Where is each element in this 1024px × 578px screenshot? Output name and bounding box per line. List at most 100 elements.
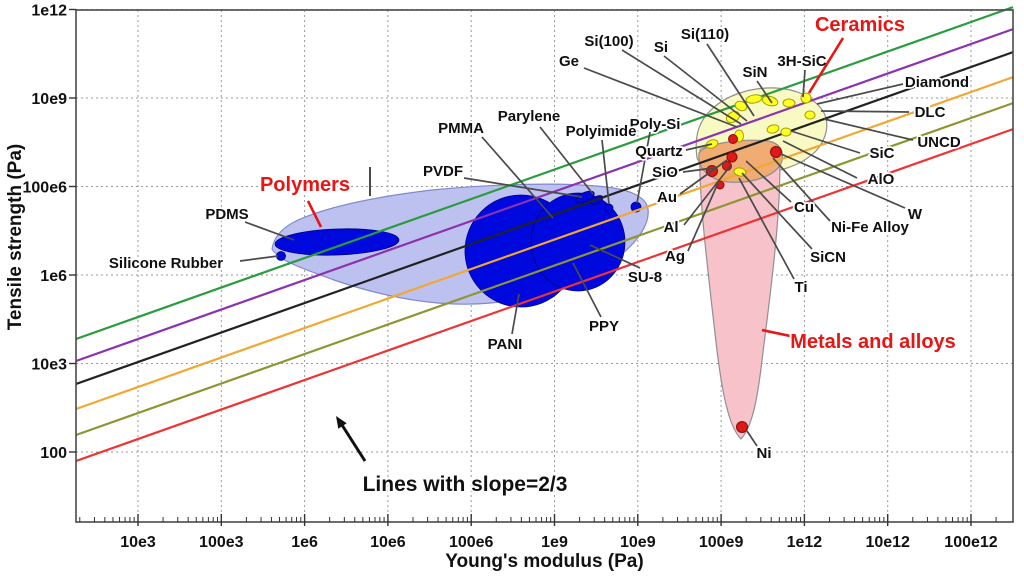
leader-line-sic xyxy=(790,130,861,154)
metal-marker xyxy=(728,134,738,144)
slope-guide-line-2 xyxy=(75,51,1014,386)
y-tick-label: 1e12 xyxy=(31,3,67,20)
x-tick-label: 100e6 xyxy=(449,534,494,551)
y-tick-label: 100e6 xyxy=(23,180,68,197)
material-label-ppy: PPY xyxy=(589,318,619,335)
material-label-w: W xyxy=(908,206,923,223)
x-tick-label: 1e12 xyxy=(787,534,823,551)
y-tick-label: 1e6 xyxy=(40,268,67,285)
slope-guide-line-4 xyxy=(75,102,1014,437)
leader-line-quartz xyxy=(685,143,713,151)
x-axis-title: Young's modulus (Pa) xyxy=(445,551,644,572)
material-label-sio: SiO xyxy=(652,164,678,181)
metal-marker xyxy=(736,421,748,433)
material-label-uncd: UNCD xyxy=(917,134,960,151)
leader-line-ppy xyxy=(572,262,602,318)
ceramic-marker xyxy=(780,127,792,137)
material-label-su-8: SU-8 xyxy=(628,269,662,286)
material-label-pmma: PMMA xyxy=(438,120,484,137)
leader-line-ag xyxy=(687,182,719,252)
x-tick-label: 1e6 xyxy=(291,534,318,551)
region-label-ceramics: Ceramics xyxy=(815,14,905,36)
x-tick-label: 100e9 xyxy=(699,534,744,551)
material-label-si-100: Si(100) xyxy=(584,33,633,50)
region-label-metals-and-alloys: Metals and alloys xyxy=(790,331,956,353)
x-tick-label: 10e12 xyxy=(865,534,910,551)
slope-annotation-arrow-shaft xyxy=(340,424,367,462)
material-label-pvdf: PVDF xyxy=(423,163,463,180)
ceramic-marker xyxy=(766,124,780,134)
slope-annotation-text: Lines with slope=2/3 xyxy=(363,473,568,496)
material-label-ge: Ge xyxy=(559,53,579,70)
metal-marker xyxy=(726,151,738,163)
axis-frame xyxy=(75,9,1014,523)
region-leader-line xyxy=(761,328,796,339)
material-label-ni: Ni xyxy=(757,445,772,462)
leader-line-ti xyxy=(738,177,795,280)
leader-line-pdms xyxy=(244,221,295,241)
material-label-al: Al xyxy=(664,219,679,236)
material-label-polyimide: Polyimide xyxy=(566,123,637,140)
leader-line-dlc xyxy=(820,110,910,113)
leader-line-ni xyxy=(746,430,758,447)
region-leader-line xyxy=(306,200,323,228)
material-label-silicone-rubber: Silicone Rubber xyxy=(109,255,223,272)
material-label-3h-sic: 3H-SiC xyxy=(777,53,826,70)
leader-line-diamond xyxy=(816,83,904,105)
leader-line-pani xyxy=(511,293,520,335)
leader-line-poly-si xyxy=(636,131,651,204)
region-label-polymers: Polymers xyxy=(260,174,350,196)
material-label-parylene: Parylene xyxy=(498,108,561,125)
material-label-pdms: PDMS xyxy=(205,206,248,223)
leader-line-su-8 xyxy=(589,244,641,269)
ceramic-marker xyxy=(734,100,748,112)
leader-line-w xyxy=(780,153,906,209)
x-tick-label: 1e9 xyxy=(541,534,568,551)
leader-line-alo xyxy=(782,140,858,179)
metal-marker xyxy=(770,146,782,158)
slope-annotation-arrow-head xyxy=(336,416,347,429)
leader-line-pmma xyxy=(481,136,554,219)
leader-line-sio xyxy=(682,167,714,173)
leader-line-parylene xyxy=(539,126,594,195)
slope-guide-line-0 xyxy=(75,6,1014,341)
y-tick-label: 10e3 xyxy=(31,357,67,374)
ceramic-marker xyxy=(782,98,796,108)
leader-line-3h-sic xyxy=(802,69,806,98)
y-axis-title: Tensile strength (Pa) xyxy=(5,143,26,331)
ceramic-marker xyxy=(745,94,763,104)
polymer-marker xyxy=(575,190,595,204)
material-label-ti: Ti xyxy=(794,279,807,296)
material-label-si-110: Si(110) xyxy=(681,26,729,43)
material-label-cu: Cu xyxy=(794,199,814,216)
leader-line-cu xyxy=(745,160,792,203)
slope-guide-line-3 xyxy=(75,76,1014,411)
leader-line-si-100 xyxy=(621,49,742,125)
material-label-poly-si: Poly-Si xyxy=(630,116,681,133)
region-leader-line xyxy=(807,37,845,94)
material-label-sicn: SiCN xyxy=(810,249,846,266)
x-tick-label: 10e3 xyxy=(120,534,156,551)
leader-line-silicone-rubber xyxy=(239,255,279,262)
material-label-dlc: DLC xyxy=(915,104,946,121)
leader-line-pvdf xyxy=(463,177,583,198)
x-tick-label: 100e12 xyxy=(944,534,997,551)
material-label-sin: SiN xyxy=(742,64,767,81)
material-label-alo: AlO xyxy=(868,171,895,188)
leader-line-au xyxy=(679,159,728,195)
material-label-pani: PANI xyxy=(488,336,523,353)
slope-guide-line-1 xyxy=(75,28,1014,363)
material-label-ag: Ag xyxy=(665,248,685,265)
ceramic-marker xyxy=(804,110,816,120)
y-tick-label: 10e9 xyxy=(31,91,67,108)
leader-line-sicn xyxy=(741,172,813,250)
leader-line-si-110 xyxy=(706,43,755,117)
leader-line-polyimide xyxy=(601,139,610,205)
material-label-au: Au xyxy=(657,189,677,206)
x-tick-label: 100e3 xyxy=(199,534,244,551)
polymer-marker xyxy=(604,203,614,213)
material-label-ni-fe-alloy: Ni-Fe Alloy xyxy=(831,219,909,236)
leader-line-al xyxy=(683,164,732,226)
x-tick-label: 10e9 xyxy=(620,534,656,551)
